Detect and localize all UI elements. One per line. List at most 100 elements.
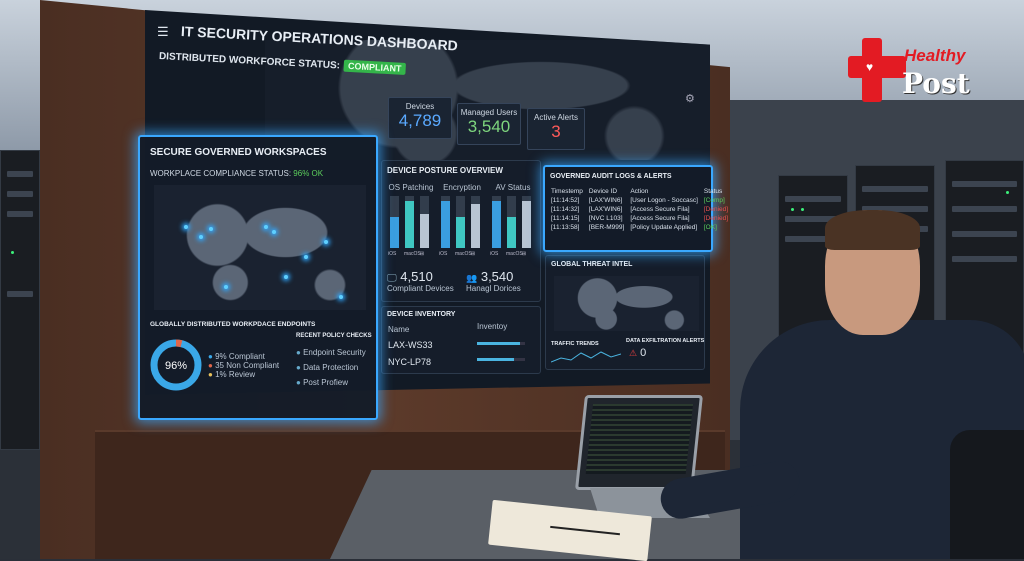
workspaces-title: SECURE GOVERNED WORKSPACES [150,147,327,158]
device-posture-panel: DEVICE POSTURE OVERVIEW OS Patching iOS ma… [381,160,541,302]
inventory-row-name[interactable]: NYC-LP78 [388,357,432,367]
posture-group-label: OS Patching [388,183,434,192]
threat-map [554,276,699,331]
audit-cell: [11:14:15] [551,215,580,222]
audit-cell: [Policy Update Applied] [630,224,698,231]
policy-title: RECENT POLICY CHECKS [296,333,372,339]
inventory-bar [477,358,525,361]
endpoints-title: GLOBALLY DISTRIBUTED WORKPDACE ENDPOINTS [150,321,316,328]
posture-bar [405,196,414,248]
posture-bar-label: macOS [455,251,472,257]
posture-bar-group [439,196,485,248]
audit-title: GOVERNED AUDIT LOGS & ALERTS [550,173,672,180]
gear-icon[interactable]: ⚙ [685,93,695,105]
posture-bar-group [490,196,536,248]
audit-cell: [LAX'WIN6] [588,197,623,204]
policy-list: ● Endpoint Security ● Data Protection ● … [296,345,366,390]
audit-header-row: Timestemp Device ID Action Status [551,188,723,195]
audit-cell: [Comp] [703,197,725,204]
inventory-title: DEVICE INVENTORY [387,311,456,318]
threat-intel-panel: GLOBAL THREAT INTEL TRAFFIC TRENDS DATA … [545,255,705,370]
heart-icon: ♥ [866,60,874,74]
posture-bar-label: iOS [490,251,499,257]
audit-cell: [BER-M999] [588,224,625,231]
posture-bar-label: iOS [439,251,448,257]
audit-logs-panel: GOVERNED AUDIT LOGS & ALERTS Timestemp De… [543,165,728,252]
posture-bar-label: ⊞ [471,251,476,257]
audit-cell: [NVC L103] [588,215,623,222]
threat-title: GLOBAL THREAT INTEL [551,261,633,268]
audit-cell: [Access Secure Fila] [630,215,690,222]
posture-bar [456,196,465,248]
audit-cell: [11:14:32] [551,206,580,213]
posture-bar-label: iOS [388,251,397,257]
policy-item[interactable]: ● Data Protection [296,363,359,372]
compliance-donut: 96% [150,339,202,391]
audit-cell: [Denied] [703,215,729,222]
posture-bar-label: macOS [506,251,523,257]
audit-cell: [11:14:52] [551,197,580,204]
posture-title: DEVICE POSTURE OVERVIEW [387,166,503,175]
traffic-trends-label: TRAFFIC TRENDS [551,341,599,347]
legend-item: ● 1% Review [208,370,256,379]
audit-cell: [OK] [703,224,717,231]
logo-text-top: Healthy [904,46,966,65]
device-inventory-panel: DEVICE INVENTORY Name Inventoy LAX-WS33 … [381,306,541,374]
posture-bar-label: ⊞ [522,251,527,257]
inventory-bar [477,342,525,345]
posture-group-label: Encryption [443,183,481,192]
healthy-post-logo: ♥ Healthy Post [848,38,998,108]
posture-group-label: AV Status [495,183,531,192]
legend-item: ● 35 Non Compliant [208,361,280,370]
secure-workspaces-panel: SECURE GOVERNED WORKSPACES WORKPLACE COM… [138,135,378,420]
users-icon: 👥 [466,273,478,283]
office-chair [950,430,1024,559]
audit-cell: [LAX'WIN6] [588,206,623,213]
posture-bar-label: ⊞ [420,251,425,257]
warning-icon: ⚠ [629,348,638,358]
audit-table: Timestemp Device ID Action Status [11:14:52… [548,187,731,232]
inventory-header-level: Inventoy [477,322,508,331]
kpi-devices: Devices 4,789 [388,97,452,139]
managed-devices-stat: 👥 3,540 Hanagl Dorices [466,269,521,293]
audit-row[interactable]: [11:14:32] [LAX'WIN6] [Access Secure Fila]… [548,205,731,214]
hamburger-icon[interactable]: ☰ [157,24,169,39]
posture-bar [492,196,501,248]
donut-legend: ● 9% Compliant ● 35 Non Compliant ● 1% R… [208,352,279,379]
audit-cell: [Denied] [703,206,729,213]
posture-bar [522,196,531,248]
compliance-status: WORKPLACE COMPLIANCE STATUS: 96% OK [150,169,324,178]
exfil-label: DATA EXFILTRATION ALERTS [626,338,705,344]
person-head [825,210,920,335]
policy-item[interactable]: ● Endpoint Security [296,348,366,357]
posture-bar [441,196,450,248]
donut-noncompliant-segment [150,339,202,391]
kpi-managed-users: Managed Users 3,540 [457,103,521,145]
posture-bar [390,196,399,248]
posture-bar [507,196,516,248]
posture-bar-label: macOS [404,251,421,257]
posture-bar [420,196,429,248]
kpi-active-alerts: Active Alerts 3 [527,108,585,150]
exfil-stat: ⚠ 0 [629,347,647,359]
monitor-icon: 🖵 [387,273,397,284]
inventory-header-name: Name [388,325,410,334]
workspaces-map [154,185,366,310]
audit-row[interactable]: [11:13:58] [BER-M999] [Policy Update Appli… [548,223,731,232]
server-rack [0,150,40,450]
audit-row[interactable]: [11:14:15] [NVC L103] [Access Secure Fila]… [548,214,731,223]
audit-cell: [11:13:58] [551,224,580,231]
policy-item[interactable]: ● Post Profiew [296,378,348,387]
audit-cell: [Access Secure Fila] [630,206,690,213]
inventory-row-name[interactable]: LAX-WS33 [388,340,433,350]
audit-cell: [User Logon - Soccasc] [630,197,698,204]
posture-bar-group [388,196,434,248]
legend-item: ● 9% Compliant [208,352,265,361]
traffic-sparkline [551,351,621,363]
compliant-devices-stat: 🖵 4,510 Compliant Devices [387,269,454,293]
laptop-screen [575,395,703,490]
donut-label: 96% [165,360,187,372]
audit-row[interactable]: [11:14:52] [LAX'WIN6] [User Logon - Soccas… [548,196,731,205]
posture-bar [471,196,480,248]
logo-text-bottom: Post [902,67,970,100]
